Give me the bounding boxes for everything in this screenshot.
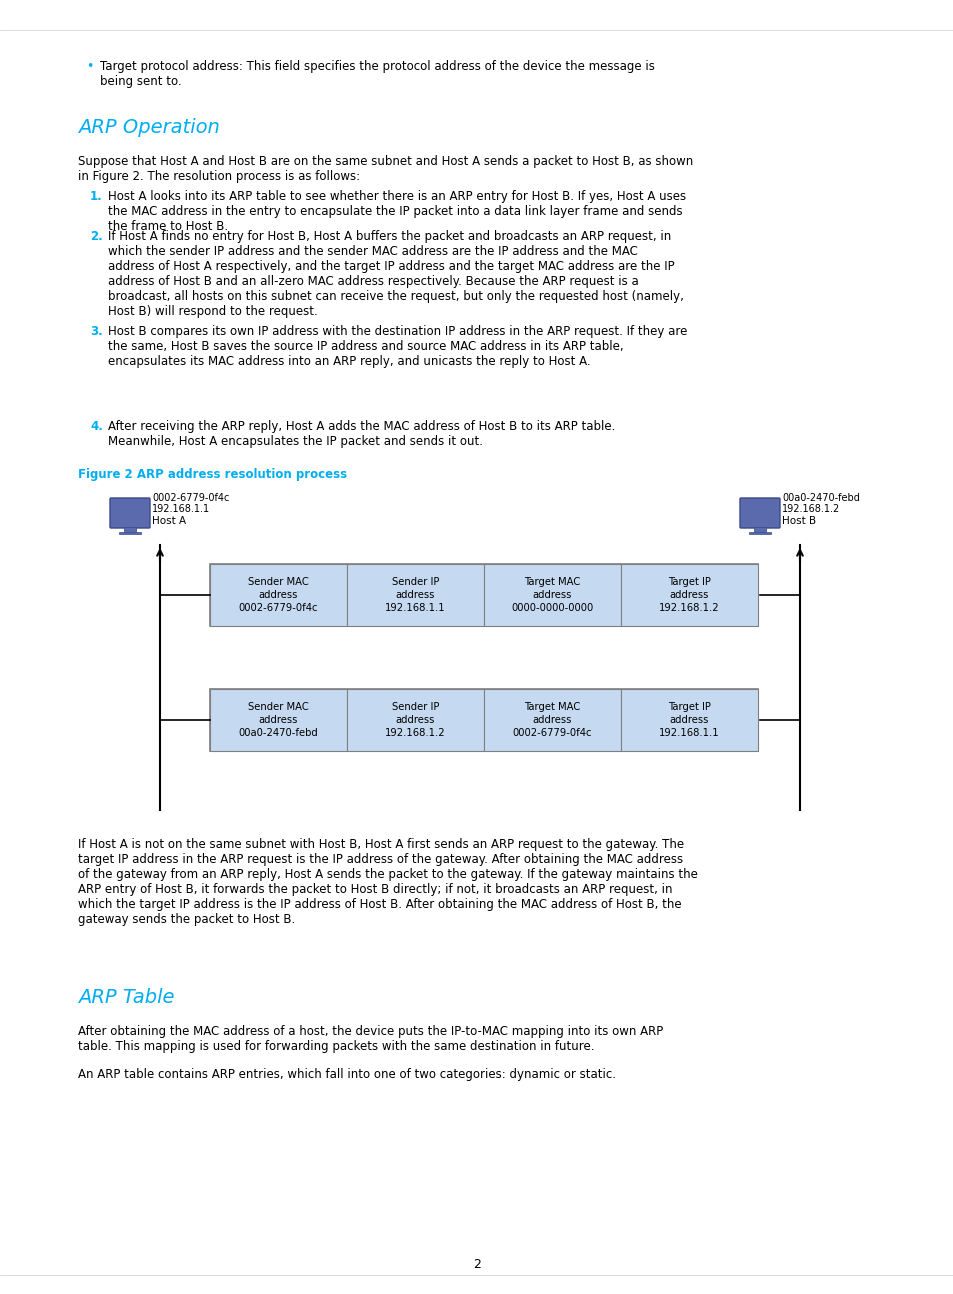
Text: Sender MAC
address
0002-6779-0f4c: Sender MAC address 0002-6779-0f4c — [238, 577, 318, 613]
Bar — [210, 688, 347, 751]
Text: Host A looks into its ARP table to see whether there is an ARP entry for Host B.: Host A looks into its ARP table to see w… — [108, 190, 685, 233]
Text: Target protocol address: This field specifies the protocol address of the device: Target protocol address: This field spec… — [100, 60, 654, 88]
Text: 4.: 4. — [90, 421, 103, 433]
Bar — [210, 564, 347, 626]
Text: Target MAC
address
0000-0000-0000: Target MAC address 0000-0000-0000 — [511, 577, 593, 613]
Text: ARP Operation: ARP Operation — [78, 118, 219, 137]
Text: 192.168.1.2: 192.168.1.2 — [781, 503, 840, 514]
Text: 00a0-2470-febd: 00a0-2470-febd — [781, 493, 859, 503]
Bar — [748, 532, 771, 534]
Text: 2.: 2. — [90, 230, 103, 243]
Bar — [210, 564, 758, 626]
Text: Target IP
address
192.168.1.2: Target IP address 192.168.1.2 — [659, 577, 720, 613]
Bar — [754, 527, 765, 532]
Bar — [118, 532, 141, 534]
Text: Target MAC
address
0002-6779-0f4c: Target MAC address 0002-6779-0f4c — [512, 701, 592, 738]
Bar — [483, 564, 620, 626]
Text: An ARP table contains ARP entries, which fall into one of two categories: dynami: An ARP table contains ARP entries, which… — [78, 1068, 616, 1080]
Bar — [620, 688, 758, 751]
Text: •: • — [86, 60, 93, 72]
Bar — [124, 527, 135, 532]
Text: If Host A finds no entry for Host B, Host A buffers the packet and broadcasts an: If Host A finds no entry for Host B, Hos… — [108, 230, 683, 318]
Text: Sender IP
address
192.168.1.2: Sender IP address 192.168.1.2 — [385, 701, 445, 738]
Text: ARP Table: ARP Table — [78, 989, 174, 1007]
Text: If Host A is not on the same subnet with Host B, Host A first sends an ARP reque: If Host A is not on the same subnet with… — [78, 839, 698, 927]
Text: Host A: Host A — [152, 516, 186, 525]
Text: After receiving the ARP reply, Host A adds the MAC address of Host B to its ARP : After receiving the ARP reply, Host A ad… — [108, 421, 615, 448]
Text: Target IP
address
192.168.1.1: Target IP address 192.168.1.1 — [659, 701, 720, 738]
FancyBboxPatch shape — [110, 498, 150, 528]
Text: 3.: 3. — [90, 325, 103, 338]
Text: Host B: Host B — [781, 516, 815, 525]
Text: Sender IP
address
192.168.1.1: Sender IP address 192.168.1.1 — [385, 577, 445, 613]
Text: 2: 2 — [473, 1258, 480, 1271]
Bar — [347, 564, 483, 626]
Text: 1.: 1. — [90, 190, 103, 203]
Text: Sender MAC
address
00a0-2470-febd: Sender MAC address 00a0-2470-febd — [238, 701, 318, 738]
Text: Figure 2 ARP address resolution process: Figure 2 ARP address resolution process — [78, 468, 347, 481]
Bar — [483, 688, 620, 751]
Text: 192.168.1.1: 192.168.1.1 — [152, 503, 210, 514]
Bar — [620, 564, 758, 626]
Text: Suppose that Host A and Host B are on the same subnet and Host A sends a packet : Suppose that Host A and Host B are on th… — [78, 155, 693, 182]
Bar — [347, 688, 483, 751]
Text: 0002-6779-0f4c: 0002-6779-0f4c — [152, 493, 229, 503]
FancyBboxPatch shape — [740, 498, 780, 528]
Text: After obtaining the MAC address of a host, the device puts the IP-to-MAC mapping: After obtaining the MAC address of a hos… — [78, 1025, 662, 1053]
Text: Host B compares its own IP address with the destination IP address in the ARP re: Host B compares its own IP address with … — [108, 325, 687, 367]
Bar — [210, 688, 758, 751]
